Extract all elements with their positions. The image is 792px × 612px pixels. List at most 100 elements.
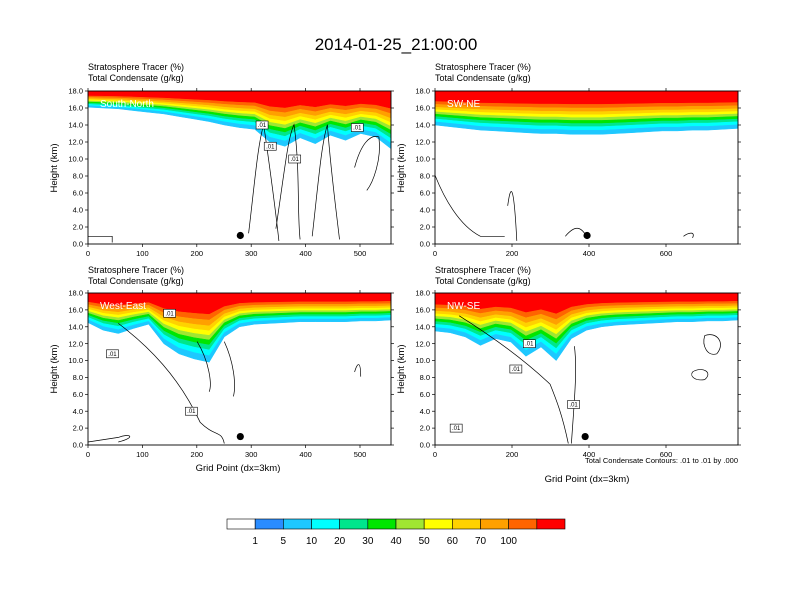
- y-tick-label: 2.0: [420, 424, 430, 433]
- plot-frame: [87, 292, 392, 446]
- tracer-field: [435, 91, 738, 241]
- y-tick-label: 18.0: [68, 87, 83, 96]
- x-tick-label: 400: [583, 450, 596, 459]
- colorbar-swatch: [395, 518, 425, 530]
- colorbar: 1 5 10 20 30 40 50 60 70 100: [226, 518, 566, 547]
- condensate-contour: [88, 435, 131, 443]
- y-tick-label: 4.0: [73, 206, 83, 215]
- colorbar-label: 1: [252, 536, 258, 547]
- contour-label-box: [449, 423, 463, 433]
- y-tick-label: 12.0: [68, 138, 83, 147]
- condensate-contour: [275, 123, 301, 240]
- colorbar-label: 60: [447, 536, 459, 547]
- x-tick-label: 600: [660, 450, 673, 459]
- x-tick-label: 300: [245, 450, 258, 459]
- x-tick-label: 500: [354, 249, 367, 258]
- y-axis-label: Height (km): [49, 143, 60, 192]
- y-tick-label: 16.0: [415, 305, 430, 314]
- y-tick-label: 8.0: [420, 172, 430, 181]
- tracer-band: [435, 317, 738, 361]
- panel-contour-label: Total Condensate (g/kg): [88, 73, 184, 83]
- x-tick-label: 200: [506, 450, 519, 459]
- y-tick-label: 10.0: [415, 155, 430, 164]
- y-tick-label: 2.0: [73, 223, 83, 232]
- contour-label: .01: [512, 367, 521, 373]
- tracer-band: [88, 105, 391, 150]
- condensate-contour: [571, 346, 576, 444]
- colorbar-swatch: [423, 518, 453, 530]
- contour-label-box: [350, 123, 364, 132]
- condensate-contour: [88, 235, 113, 243]
- condensate-contour: [311, 124, 340, 240]
- plot-area: .01 .01 .01 West-East 0.0 2.0 4.0 6.0 8.0 10.0 12.…: [68, 289, 394, 459]
- colorbar-label: 30: [362, 536, 374, 547]
- y-tick-label: 0.0: [73, 240, 83, 249]
- contour-label: .01: [525, 342, 534, 348]
- x-tick-label: 400: [299, 249, 312, 258]
- y-tick-label: 8.0: [73, 172, 83, 181]
- tracer-band: [435, 91, 738, 105]
- y-tick-label: 10.0: [415, 356, 430, 365]
- y-tick-label: 18.0: [415, 87, 430, 96]
- y-tick-label: 0.0: [420, 441, 430, 450]
- contour-label-box: [185, 406, 198, 416]
- colorbar-swatch: [452, 518, 481, 530]
- x-tick-label: 0: [86, 249, 90, 258]
- colorbar-swatch: [508, 518, 538, 530]
- panel-contour-label: Total Condensate (g/kg): [435, 276, 531, 286]
- y-tick-label: 4.0: [73, 407, 83, 416]
- contour-label-box: [567, 400, 580, 409]
- panel-nw-se: Stratosphere Tracer (%) Total Condensate…: [396, 265, 741, 485]
- contour-label-box: [163, 308, 176, 318]
- x-tick-label: 600: [660, 249, 673, 258]
- y-tick-label: 8.0: [73, 373, 83, 382]
- location-marker: [583, 231, 591, 240]
- y-tick-label: 12.0: [68, 339, 83, 348]
- x-tick-label: 0: [433, 450, 437, 459]
- figure-title: 2014-01-25_21:00:00: [315, 35, 478, 54]
- y-tick-label: 16.0: [68, 104, 83, 113]
- panel-field-label: Stratosphere Tracer (%): [435, 62, 531, 72]
- condensate-contour: [459, 315, 569, 444]
- x-tick-label: 200: [506, 249, 519, 258]
- condensate-contour: [507, 191, 518, 241]
- condensate-contour: [435, 175, 505, 237]
- x-tick-label: 400: [299, 450, 312, 459]
- y-tick-label: 2.0: [420, 223, 430, 232]
- x-tick-label: 100: [136, 249, 149, 258]
- colorbar-label: 20: [334, 536, 346, 547]
- y-tick-label: 14.0: [68, 322, 83, 331]
- y-tick-label: 8.0: [420, 373, 430, 382]
- location-marker: [236, 231, 244, 240]
- tracer-field: .01 .01 .01 .01: [88, 91, 391, 243]
- tracer-band: [88, 317, 391, 363]
- contour-label-box: [509, 364, 523, 374]
- contour-footnote: Total Condensate Contours: .01 to .01 by…: [585, 456, 738, 465]
- contour-label: .01: [108, 352, 117, 358]
- colorbar-swatch: [480, 518, 509, 530]
- colorbar-label: 40: [390, 536, 402, 547]
- panel-field-label: Stratosphere Tracer (%): [88, 62, 184, 72]
- contour-label-box: [288, 154, 302, 164]
- contour-label-box: [255, 120, 269, 130]
- y-tick-label: 2.0: [73, 424, 83, 433]
- condensate-contour: [354, 364, 362, 377]
- contour-label: .01: [569, 402, 578, 408]
- y-tick-label: 4.0: [420, 407, 430, 416]
- y-tick-label: 14.0: [68, 121, 83, 130]
- tracer-band: [435, 121, 738, 135]
- contour-label: .01: [353, 126, 362, 132]
- y-tick-label: 18.0: [68, 289, 83, 298]
- y-tick-label: 10.0: [68, 356, 83, 365]
- panel-contour-label: Total Condensate (g/kg): [435, 73, 531, 83]
- y-axis-label: Height (km): [49, 344, 60, 393]
- panel-west-east: Stratosphere Tracer (%) Total Condensate…: [49, 265, 394, 474]
- colorbar-swatch: [226, 518, 256, 530]
- colorbar-label: 10: [306, 536, 318, 547]
- tracer-field: .01 .01 .01: [88, 293, 391, 444]
- x-tick-label: 0: [433, 249, 437, 258]
- colorbar-swatch: [536, 518, 566, 530]
- colorbar-label: 5: [281, 536, 287, 547]
- colorbar-swatch: [339, 518, 369, 530]
